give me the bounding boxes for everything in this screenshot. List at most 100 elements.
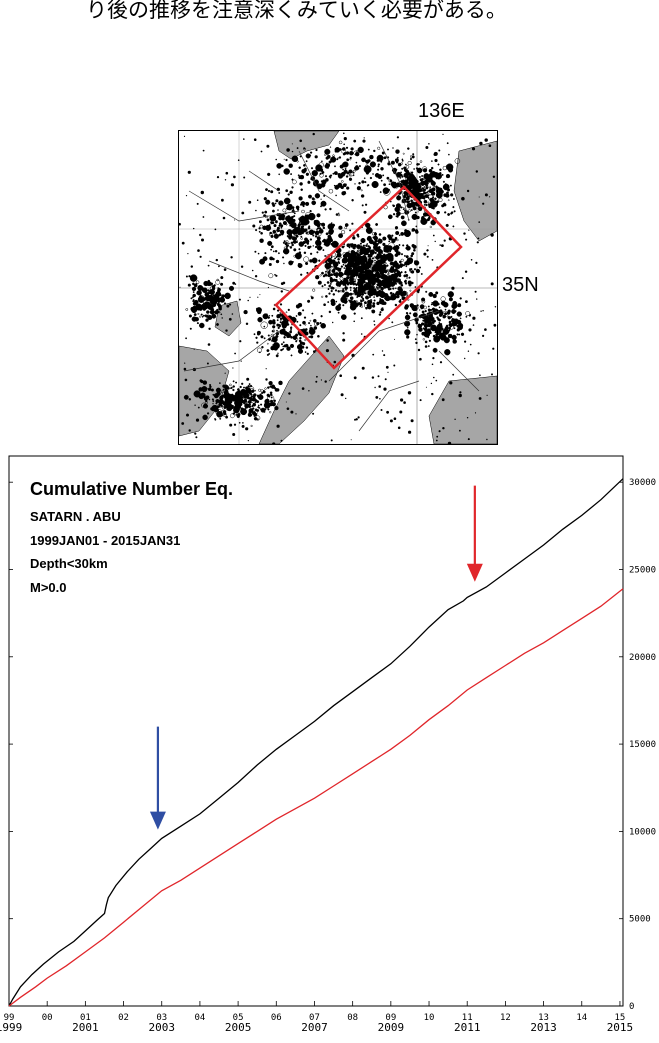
- epicenter-dot: [329, 270, 331, 272]
- epicenter-dot: [358, 181, 361, 185]
- epicenter-dot: [279, 321, 282, 324]
- epicenter-dot: [478, 397, 482, 400]
- epicenter-dot: [323, 283, 326, 286]
- epicenter-dot: [365, 295, 369, 300]
- epicenter-dot: [338, 262, 341, 265]
- epicenter-dot: [211, 309, 213, 312]
- x-tick-label: 02: [118, 1013, 129, 1023]
- x-year-label: 2001: [72, 1021, 99, 1034]
- epicenter-dot: [278, 380, 283, 386]
- epicenter-dot: [242, 422, 244, 424]
- epicenter-dot: [369, 161, 376, 168]
- epicenter-dot: [305, 160, 308, 163]
- epicenter-dot: [205, 399, 208, 403]
- epicenter-dot: [290, 221, 297, 229]
- epicenter-dot: [469, 343, 472, 346]
- epicenter-dot: [395, 274, 398, 276]
- epicenter-dot: [225, 415, 229, 419]
- epicenter-dot: [391, 273, 396, 278]
- epicenter-dot: [392, 147, 394, 149]
- epicenter-dot: [220, 313, 223, 316]
- epicenter-dot: [425, 290, 428, 293]
- epicenter-dot: [232, 433, 236, 436]
- epicenter-dot: [387, 148, 389, 151]
- epicenter-dot: [354, 270, 357, 272]
- epicenter-dot: [245, 405, 249, 408]
- x-tick-label: 13: [538, 1013, 549, 1023]
- fault-line: [183, 330, 280, 372]
- epicenter-dot: [291, 206, 295, 209]
- epicenter-dot: [217, 304, 221, 308]
- epicenter-dot: [320, 379, 322, 381]
- epicenter-dot: [403, 254, 406, 257]
- epicenter-dot: [297, 174, 300, 177]
- epicenter-dot: [391, 321, 394, 324]
- epicenter-dot: [399, 410, 403, 414]
- epicenter-dot: [280, 290, 283, 293]
- epicenter-dot: [419, 304, 425, 309]
- epicenter-dot: [369, 154, 374, 160]
- epicenter-dot: [283, 246, 287, 250]
- epicenter-dot: [391, 234, 394, 237]
- epicenter-dot: [415, 183, 422, 190]
- epicenter-dot: [296, 147, 299, 150]
- epicenter-dot: [421, 192, 425, 196]
- epicenter-dot: [432, 196, 435, 199]
- epicenter-dot: [332, 321, 334, 324]
- epicenter-dot: [211, 398, 214, 401]
- epicenter-dot: [224, 372, 226, 374]
- epicenter-dot: [333, 171, 338, 176]
- epicenter-dot: [259, 220, 262, 224]
- latitude-label: 35N: [502, 274, 539, 296]
- epicenter-dot: [464, 357, 466, 360]
- epicenter-dot: [283, 336, 286, 339]
- epicenter-dot: [312, 132, 315, 136]
- epicenter-dot: [307, 212, 316, 221]
- epicenter-dot: [265, 378, 268, 381]
- series-line-1: [8, 588, 624, 1007]
- epicenter-dot: [454, 158, 461, 164]
- epicenter-dot: [425, 386, 427, 388]
- epicenter-dot: [394, 303, 398, 307]
- epicenter-dot: [380, 409, 383, 411]
- epicenter-dot: [300, 222, 304, 226]
- epicenter-dot: [490, 233, 494, 237]
- epicenter-dot: [194, 432, 197, 435]
- epicenter-dot: [451, 318, 456, 323]
- epicenter-dot: [367, 299, 372, 304]
- epicenter-dot: [222, 388, 225, 391]
- epicenter-dot: [281, 324, 286, 328]
- epicenter-dot: [444, 312, 448, 316]
- epicenter-dot: [226, 397, 229, 401]
- epicenter-dot: [408, 190, 417, 199]
- epicenter-dot: [387, 234, 392, 239]
- epicenter-dot: [343, 299, 348, 304]
- epicenter-dot: [202, 149, 205, 152]
- epicenter-dot: [312, 288, 316, 292]
- epicenter-dot: [373, 274, 376, 277]
- epicenter-dot: [255, 336, 258, 339]
- epicenter-dot: [443, 193, 447, 197]
- epicenter-dot: [193, 313, 197, 317]
- epicenter-dot: [425, 177, 430, 182]
- epicenter-dot: [304, 169, 307, 172]
- epicenter-dot: [435, 439, 438, 442]
- epicenter-dot: [439, 168, 442, 172]
- epicenter-dot: [236, 411, 240, 416]
- epicenter-dot: [195, 280, 200, 284]
- epicenter-dot: [335, 305, 342, 311]
- epicenter-dot: [290, 173, 293, 176]
- x-tick-label: 09: [385, 1013, 396, 1023]
- epicenter-dot: [389, 200, 392, 203]
- epicenter-dot: [230, 183, 234, 187]
- epicenter-dot: [221, 395, 224, 397]
- epicenter-dot: [351, 198, 354, 202]
- epicenter-dot: [456, 324, 460, 328]
- epicenter-dot: [452, 198, 455, 200]
- epicenter-dot: [270, 399, 273, 403]
- epicenter-dot: [489, 196, 491, 198]
- epicenter-dot: [305, 240, 308, 244]
- y-tick-label: 15000: [629, 740, 656, 750]
- epicenter-dot: [442, 165, 447, 171]
- epicenter-dot: [221, 317, 223, 319]
